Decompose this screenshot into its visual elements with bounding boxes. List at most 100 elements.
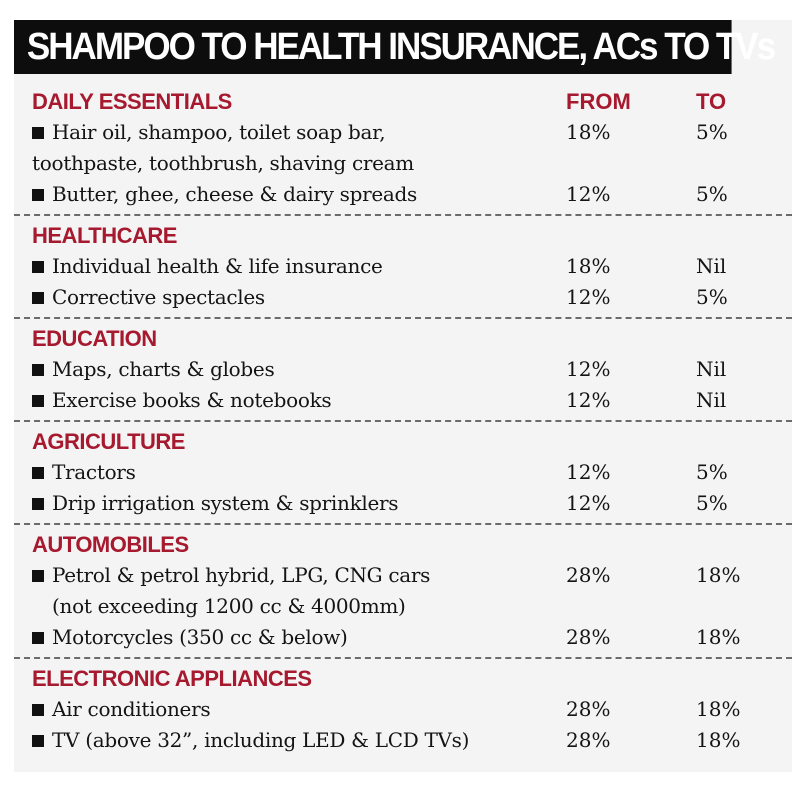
item-cell: Butter, ghee, cheese & dairy spreads	[14, 179, 566, 210]
item-label-line: toothpaste, toothbrush, shaving cream	[32, 151, 414, 175]
square-bullet-icon	[32, 364, 44, 376]
rate-to-cell: 5%	[696, 285, 728, 309]
table-row: Air conditioners 28% 18%	[14, 694, 792, 725]
page-title: SHAMPOO TO HEALTH INSURANCE, ACs TO TVs	[14, 20, 776, 74]
table-row: Hair oil, shampoo, toilet soap bar, tooth…	[14, 117, 792, 179]
item-label-line: Butter, ghee, cheese & dairy spreads	[52, 182, 418, 206]
item-cell: Air conditioners	[14, 694, 566, 725]
section-electronic-appliances: ELECTRONIC APPLIANCES Air conditioners 28%…	[14, 663, 792, 760]
section-header-row: AUTOMOBILES	[14, 529, 792, 560]
table-row: Motorcycles (350 cc & below) 28% 18%	[14, 622, 792, 653]
rate-from-cell: 12%	[566, 182, 611, 206]
section-agriculture: AGRICULTURE Tractors 12% 5% Drip irrigation …	[14, 426, 792, 525]
item-label: Tractors	[52, 457, 136, 488]
rate-to-cell: Nil	[696, 357, 727, 381]
table-row: Drip irrigation system & sprinklers 12% 5%	[14, 488, 792, 519]
rate-from-cell: 28%	[566, 625, 611, 649]
section-header-row: HEALTHCARE	[14, 220, 792, 251]
table-row: Butter, ghee, cheese & dairy spreads 12% 5…	[14, 179, 792, 210]
item-label: Petrol & petrol hybrid, LPG, CNG cars (no…	[52, 560, 430, 622]
item-label-line: Petrol & petrol hybrid, LPG, CNG cars	[52, 563, 431, 587]
item-label-line: TV (above 32”, including LED & LCD TVs)	[52, 728, 470, 752]
rate-from-cell: 12%	[566, 357, 611, 381]
rate-to-cell: Nil	[696, 388, 727, 412]
square-bullet-icon	[32, 632, 44, 644]
column-header-to: TO	[696, 89, 727, 114]
item-label-line: Drip irrigation system & sprinklers	[52, 491, 399, 515]
item-label-line: Maps, charts & globes	[52, 357, 275, 381]
section-title: HEALTHCARE	[32, 223, 177, 248]
rate-from-cell: 18%	[566, 254, 611, 278]
section-title: AUTOMOBILES	[32, 532, 189, 557]
rate-to-cell: Nil	[696, 254, 727, 278]
rate-from-cell: 28%	[566, 728, 611, 752]
item-label: Drip irrigation system & sprinklers	[52, 488, 399, 519]
rate-table: DAILY ESSENTIALS FROM TO Hair oil, shampoo,…	[14, 86, 792, 764]
table-row: Maps, charts & globes 12% Nil	[14, 354, 792, 385]
item-label: Butter, ghee, cheese & dairy spreads	[52, 179, 417, 210]
square-bullet-icon	[32, 261, 44, 273]
table-row: Tractors 12% 5%	[14, 457, 792, 488]
table-row: TV (above 32”, including LED & LCD TVs) 2…	[14, 725, 792, 756]
rate-to-cell: 18%	[696, 728, 741, 752]
table-row: Corrective spectacles 12% 5%	[14, 282, 792, 313]
square-bullet-icon	[32, 735, 44, 747]
table-row: Individual health & life insurance 18% Nil	[14, 251, 792, 282]
rate-to-cell: 5%	[696, 182, 728, 206]
item-label-line: Tractors	[52, 460, 136, 484]
column-header-from: FROM	[566, 89, 631, 114]
section-education: EDUCATION Maps, charts & globes 12% Nil Exer…	[14, 323, 792, 422]
section-header-row: AGRICULTURE	[14, 426, 792, 457]
item-label-line: Air conditioners	[52, 697, 211, 721]
item-label-line: (not exceeding 1200 cc & 4000mm)	[52, 594, 406, 618]
square-bullet-icon	[32, 467, 44, 479]
item-label: Corrective spectacles	[52, 282, 265, 313]
square-bullet-icon	[32, 498, 44, 510]
item-label-line: Exercise books & notebooks	[52, 388, 332, 412]
section-header-row: ELECTRONIC APPLIANCES	[14, 663, 792, 694]
item-cell: Tractors	[14, 457, 566, 488]
item-label: Exercise books & notebooks	[52, 385, 332, 416]
section-title: DAILY ESSENTIALS	[32, 89, 232, 114]
section-title: EDUCATION	[32, 326, 157, 351]
section-header-row: EDUCATION	[14, 323, 792, 354]
item-cell: Maps, charts & globes	[14, 354, 566, 385]
item-label-line: Corrective spectacles	[52, 285, 265, 309]
square-bullet-icon	[32, 395, 44, 407]
item-cell: Drip irrigation system & sprinklers	[14, 488, 566, 519]
item-cell: Motorcycles (350 cc & below)	[14, 622, 566, 653]
rate-from-cell: 12%	[566, 491, 611, 515]
square-bullet-icon	[32, 570, 44, 582]
item-cell: Individual health & life insurance	[14, 251, 566, 282]
rate-to-cell: 18%	[696, 563, 741, 587]
item-label: TV (above 32”, including LED & LCD TVs)	[52, 725, 469, 756]
rate-from-cell: 12%	[566, 285, 611, 309]
section-daily-essentials: DAILY ESSENTIALS FROM TO Hair oil, shampoo,…	[14, 86, 792, 216]
item-label: Motorcycles (350 cc & below)	[52, 622, 348, 653]
rate-from-cell: 28%	[566, 563, 611, 587]
rate-to-cell: 18%	[696, 697, 741, 721]
table-row: Petrol & petrol hybrid, LPG, CNG cars (no…	[14, 560, 792, 622]
item-label: Individual health & life insurance	[52, 251, 383, 282]
item-cell: Hair oil, shampoo, toilet soap bar, tooth…	[14, 117, 566, 179]
item-label: Hair oil, shampoo, toilet soap bar, tooth…	[32, 117, 414, 179]
item-label: Air conditioners	[52, 694, 211, 725]
section-automobiles: AUTOMOBILES Petrol & petrol hybrid, LPG, …	[14, 529, 792, 659]
section-title: ELECTRONIC APPLIANCES	[32, 666, 312, 691]
item-label-line: Hair oil, shampoo, toilet soap bar,	[52, 120, 386, 144]
gst-rate-card: SHAMPOO TO HEALTH INSURANCE, ACs TO TVs …	[14, 20, 792, 772]
item-label: Maps, charts & globes	[52, 354, 275, 385]
table-row: Exercise books & notebooks 12% Nil	[14, 385, 792, 416]
rate-to-cell: 18%	[696, 625, 741, 649]
rate-to-cell: 5%	[696, 491, 728, 515]
square-bullet-icon	[32, 189, 44, 201]
rate-from-cell: 12%	[566, 388, 611, 412]
section-healthcare: HEALTHCARE Individual health & life insur…	[14, 220, 792, 319]
rate-to-cell: 5%	[696, 120, 728, 144]
square-bullet-icon	[32, 704, 44, 716]
item-cell: Corrective spectacles	[14, 282, 566, 313]
item-label-line: Motorcycles (350 cc & below)	[52, 625, 348, 649]
rate-to-cell: 5%	[696, 460, 728, 484]
section-header-row: DAILY ESSENTIALS FROM TO	[14, 86, 792, 117]
rate-from-cell: 12%	[566, 460, 611, 484]
